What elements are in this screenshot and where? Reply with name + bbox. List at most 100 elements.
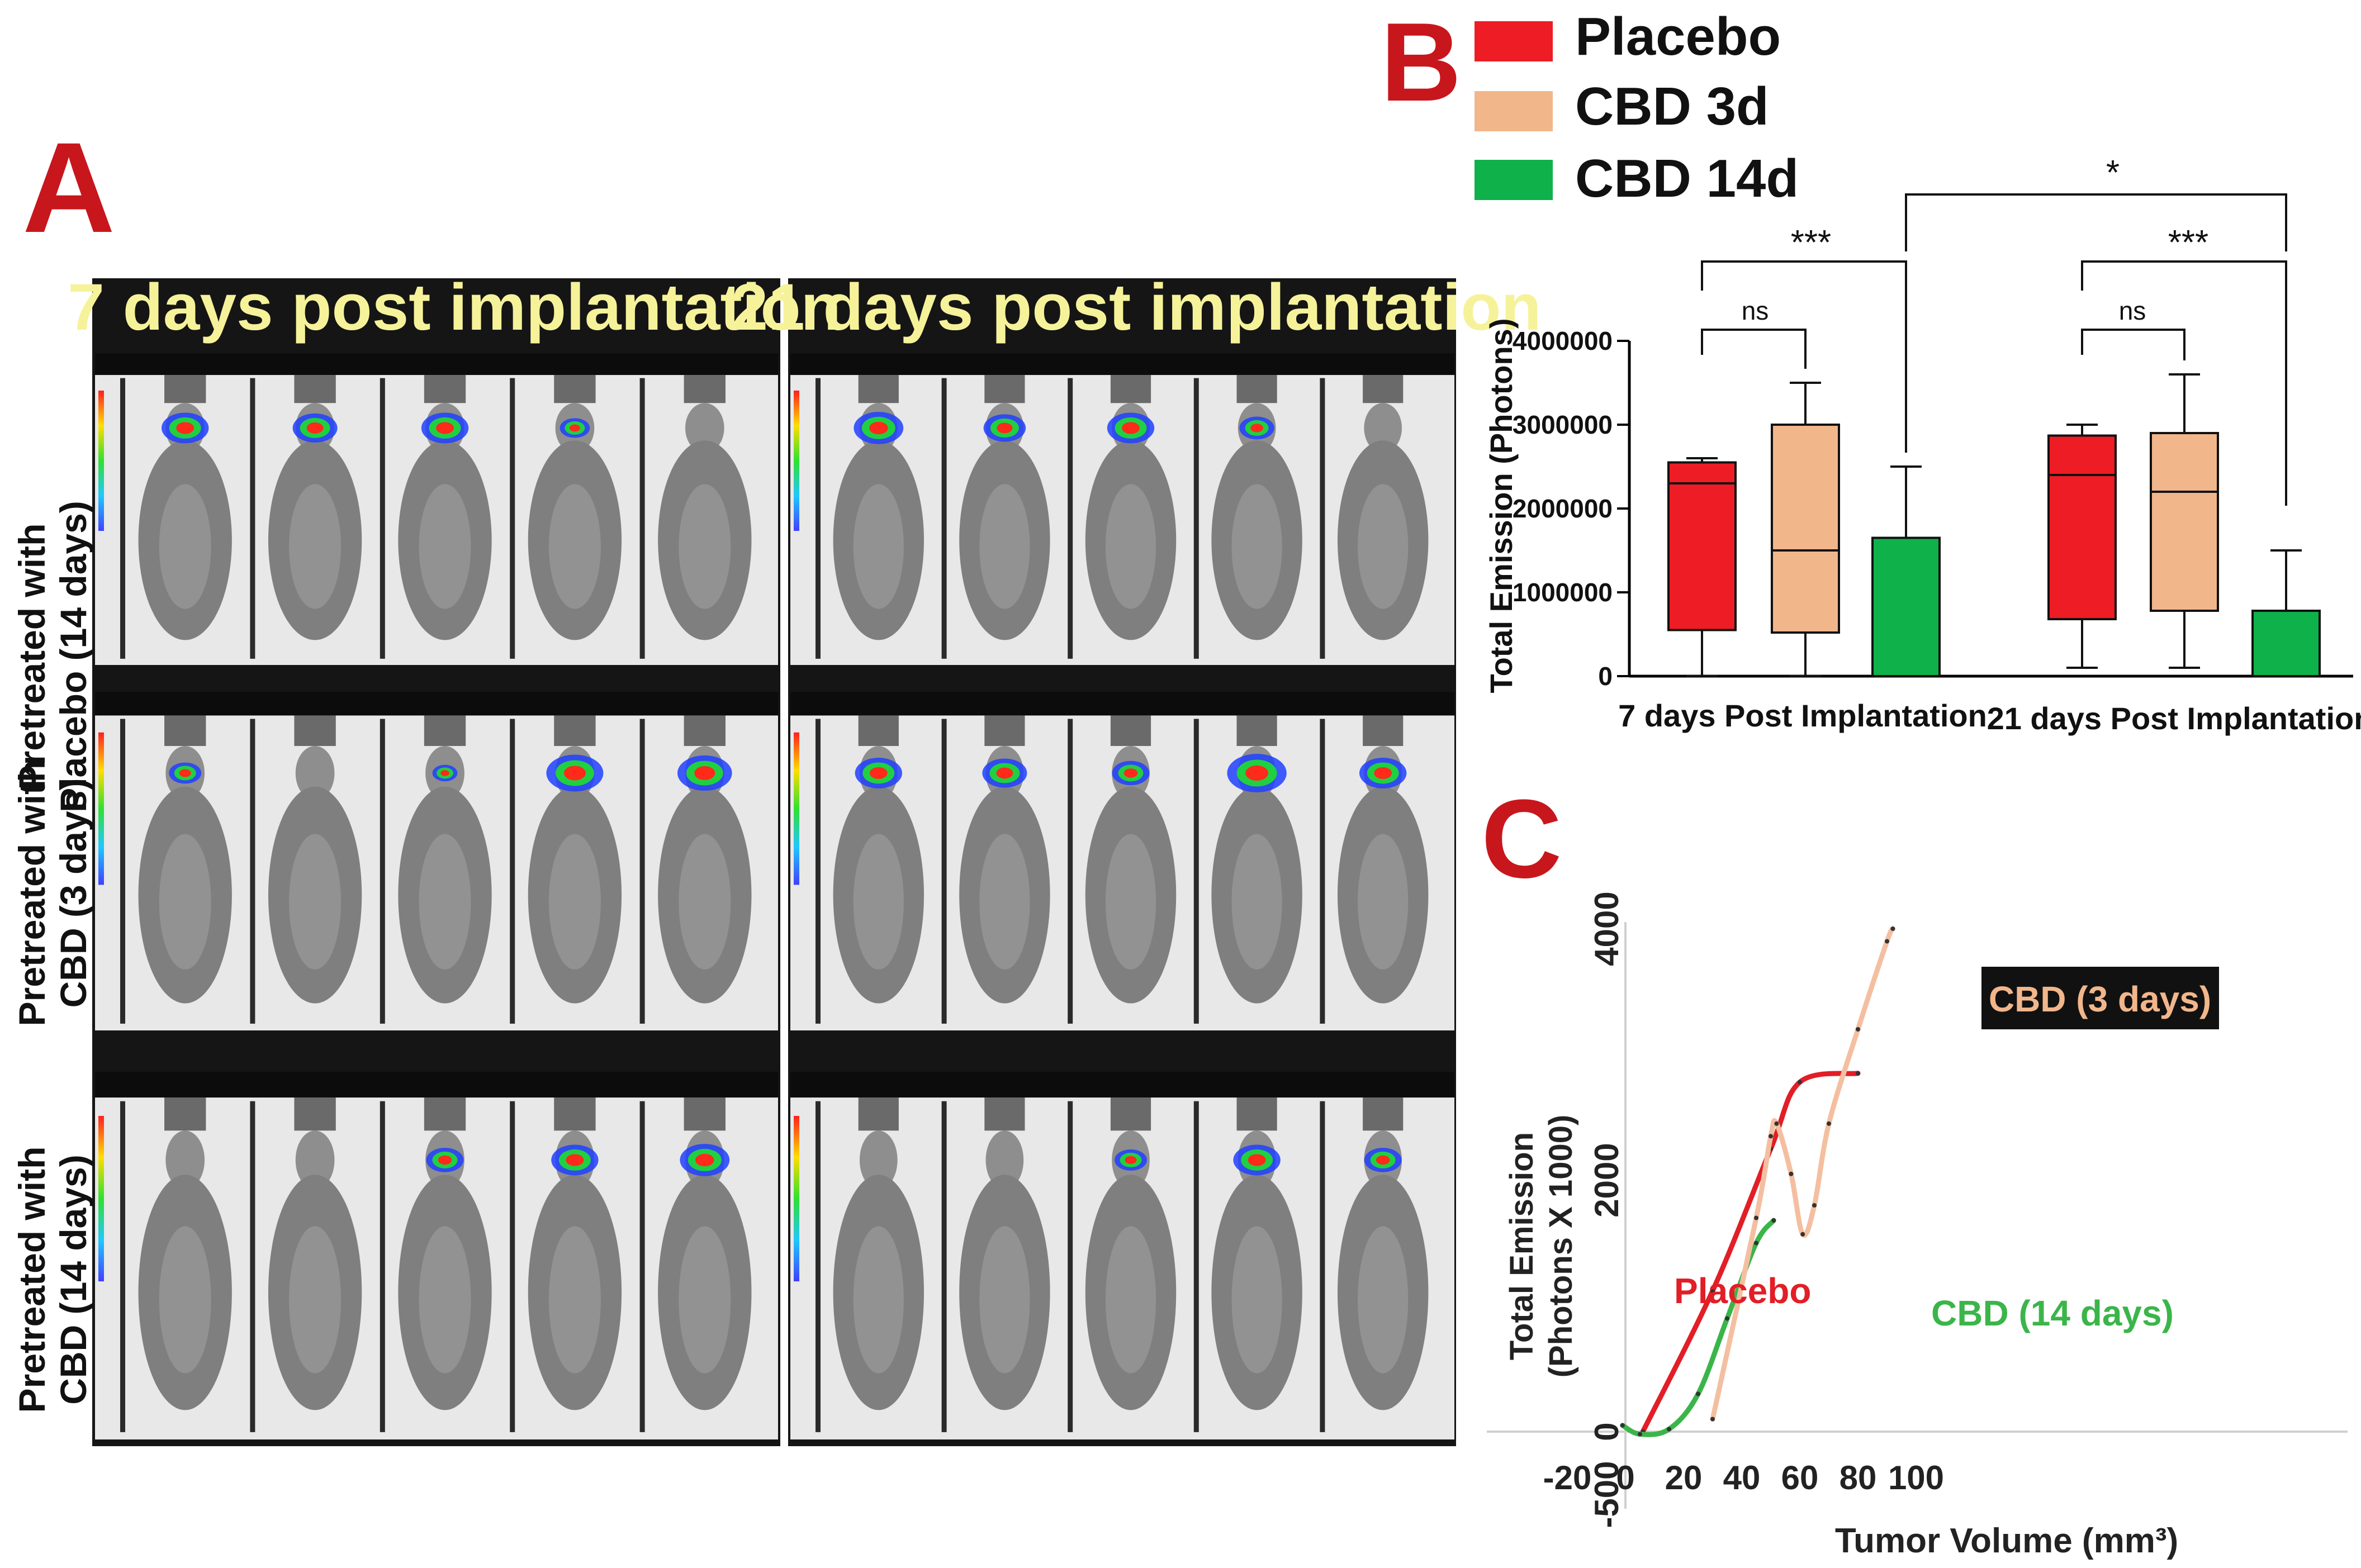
col-title-7d: 7 days post implantation bbox=[68, 270, 841, 344]
divider-bar bbox=[1193, 378, 1199, 659]
c-y-tick-label: 2000 bbox=[1588, 1143, 1625, 1217]
mouse-body-shading bbox=[289, 1226, 342, 1374]
mouse bbox=[1320, 375, 1429, 659]
c-y-tick-label: 4000 bbox=[1588, 891, 1625, 966]
mouse bbox=[1193, 715, 1302, 1024]
nose-cone bbox=[554, 375, 596, 403]
box-iqr bbox=[1667, 461, 1737, 631]
mouse bbox=[639, 375, 752, 659]
c-y-axis-label-line1: Total Emission bbox=[1504, 1132, 1540, 1360]
imager-header bbox=[790, 353, 1454, 376]
mouse bbox=[1068, 715, 1177, 1024]
sig-bracket-cbd14-single: * bbox=[1905, 154, 2287, 251]
legend-swatch-cbd3d bbox=[1475, 91, 1553, 131]
row-label-cbd3-line1: Pretreated with bbox=[11, 760, 53, 1027]
box-iqr bbox=[2047, 434, 2117, 620]
mouse-head bbox=[1364, 403, 1402, 453]
mouse-body-shading bbox=[853, 1226, 904, 1374]
divider-bar bbox=[510, 719, 515, 1024]
divider-bar bbox=[1068, 719, 1073, 1024]
mouse bbox=[1068, 1097, 1177, 1432]
c-series-line-cbd-14-days- bbox=[1620, 1218, 1776, 1437]
mouse-body-shading bbox=[679, 1226, 731, 1374]
sig-bracket-21d-ns-line bbox=[2081, 329, 2185, 360]
c-y-tick-label: 0 bbox=[1588, 1422, 1625, 1441]
legend-swatch-cbd14d bbox=[1475, 160, 1553, 200]
box-placebo bbox=[1667, 457, 1737, 677]
mouse-body-shading bbox=[853, 834, 904, 970]
divider-bar bbox=[941, 378, 947, 659]
nose-cone bbox=[294, 715, 336, 746]
nose-cone bbox=[164, 375, 206, 403]
mouse-head bbox=[295, 745, 335, 800]
panel-letter-a: A bbox=[22, 116, 115, 259]
c-x-axis-label: Tumor Volume (mm³) bbox=[1835, 1522, 2178, 1560]
b-y-axis-label: Total Emission (Photons) bbox=[1483, 319, 1519, 693]
legend-label-cbd3d: CBD 3d bbox=[1575, 77, 1769, 136]
mouse-body-shading bbox=[979, 834, 1030, 970]
box-iqr bbox=[1771, 424, 1840, 634]
nose-cone bbox=[424, 715, 466, 746]
box-iqr bbox=[1871, 536, 1941, 677]
mouse bbox=[380, 715, 492, 1024]
mouse-body-shading bbox=[1105, 834, 1156, 970]
signal-core bbox=[1250, 424, 1264, 433]
color-scale-bar bbox=[98, 1115, 104, 1282]
mouse-body-shading bbox=[289, 484, 342, 609]
box-iqr bbox=[2251, 610, 2321, 677]
mouse bbox=[816, 715, 925, 1024]
mouse-body-shading bbox=[1358, 1226, 1409, 1374]
divider-bar bbox=[816, 719, 821, 1024]
imager-header bbox=[790, 692, 1454, 716]
imager-header bbox=[95, 1072, 778, 1098]
row-label-placebo-line2: Placebo (14 days) bbox=[53, 501, 94, 812]
divider-bar bbox=[816, 378, 821, 659]
signal-core bbox=[438, 1155, 452, 1165]
signal-core bbox=[1122, 422, 1140, 434]
sig-label-21d-ns: ns bbox=[2119, 296, 2146, 325]
row-label-cbd3-line2: CBD (3 days) bbox=[53, 778, 94, 1008]
divider-bar bbox=[120, 378, 125, 659]
b-y-tick-label: 0 bbox=[1598, 662, 1613, 691]
image-cell bbox=[95, 692, 778, 1030]
c-y-axis-label-line2: (Photons X 1000) bbox=[1543, 1115, 1579, 1378]
imager-header bbox=[95, 692, 778, 716]
signal-core bbox=[1374, 767, 1392, 780]
sig-label-cbd14-single: * bbox=[2106, 154, 2120, 192]
divider-bar bbox=[380, 1101, 385, 1432]
mouse bbox=[380, 1097, 492, 1432]
divider-bar bbox=[120, 1101, 125, 1432]
color-scale-bar bbox=[794, 732, 799, 885]
signal-core bbox=[1248, 1154, 1266, 1166]
divider-bar bbox=[1193, 1101, 1199, 1432]
imaging-panel: 7 days post implantation 21 days post im… bbox=[11, 270, 1542, 1446]
mouse bbox=[120, 715, 232, 1024]
nose-cone bbox=[554, 1097, 596, 1131]
c-x-tick-label: 0 bbox=[1616, 1459, 1634, 1496]
mouse bbox=[941, 715, 1050, 1024]
mouse bbox=[510, 715, 622, 1024]
signal-core bbox=[569, 424, 580, 432]
c-data-point bbox=[1789, 1171, 1794, 1176]
nose-cone bbox=[684, 715, 726, 746]
divider-bar bbox=[380, 719, 385, 1024]
signal-core bbox=[176, 422, 195, 434]
divider-bar bbox=[380, 378, 385, 659]
c-data-point bbox=[1638, 1432, 1642, 1437]
signal-core bbox=[1123, 768, 1138, 778]
nose-cone bbox=[1236, 375, 1277, 403]
panel-letter-c: C bbox=[1481, 777, 1562, 901]
c-data-point bbox=[1798, 1080, 1802, 1085]
mouse bbox=[510, 1097, 622, 1432]
mouse-head bbox=[985, 1130, 1024, 1190]
nose-cone bbox=[858, 715, 899, 746]
nose-cone bbox=[684, 375, 726, 403]
mouse-body-shading bbox=[1105, 484, 1156, 609]
mouse-body-shading bbox=[1231, 484, 1282, 609]
column-divider bbox=[780, 278, 788, 1446]
nose-cone bbox=[294, 1097, 336, 1131]
divider-bar bbox=[510, 1101, 515, 1432]
mouse-body-shading bbox=[548, 834, 601, 970]
c-data-point bbox=[1800, 1232, 1805, 1237]
